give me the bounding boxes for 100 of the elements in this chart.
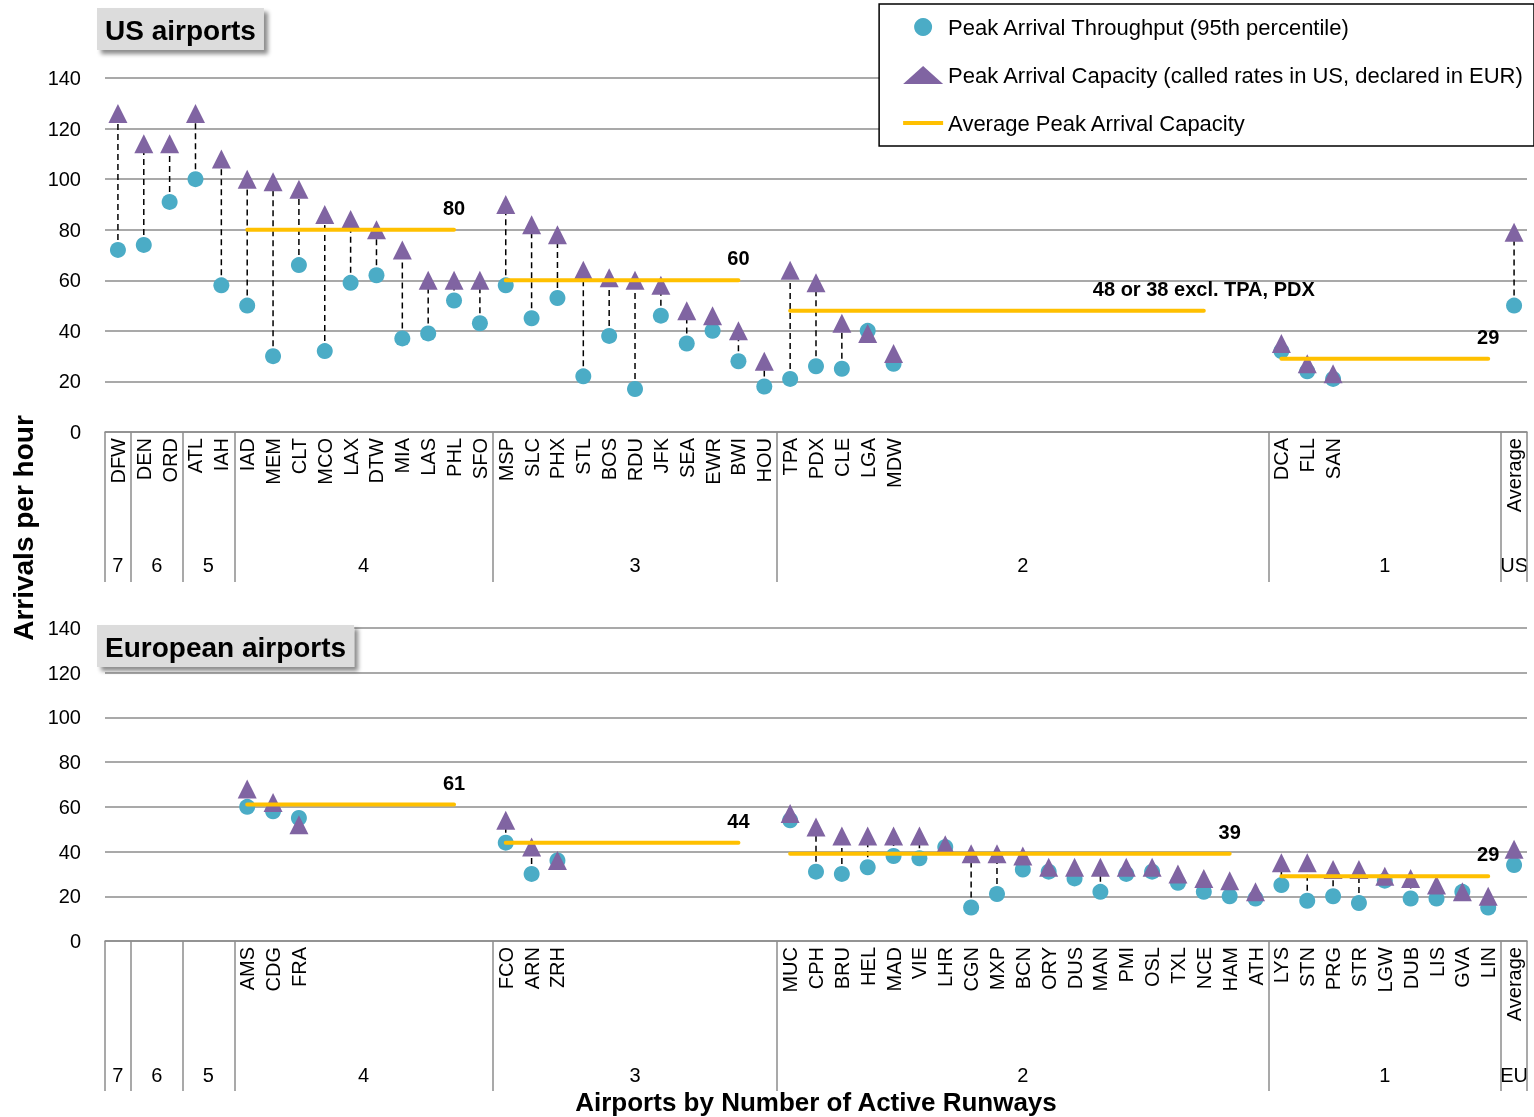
data-label: 44	[727, 809, 751, 832]
y-tick-label: 0	[69, 930, 81, 952]
data-label: 48 or 38 excl. TPA, PDX	[1092, 277, 1316, 300]
data-label: 29	[1477, 325, 1500, 348]
x-tick-label: SFO	[468, 438, 491, 480]
x-tick-label: LAX	[339, 438, 362, 476]
x-tick-label: MUC	[779, 947, 802, 993]
x-tick-label: LGA	[856, 437, 879, 479]
x-tick-label: ATH	[1244, 947, 1267, 986]
x-tick-label: RDU	[624, 438, 647, 482]
x-tick-label: PRG	[1322, 947, 1345, 991]
x-tick-label: MIA	[391, 437, 414, 474]
x-tick-label: SEA	[675, 437, 698, 479]
text: 2	[1017, 1064, 1029, 1086]
x-tick-label: DTW	[365, 437, 388, 484]
x-tick-label: ORY	[1037, 947, 1060, 990]
x-tick-label: BOS	[598, 438, 621, 481]
x-tick-label: FRA	[287, 946, 310, 987]
y-tick-label: 40	[58, 840, 81, 863]
data-label: 39	[1218, 820, 1241, 843]
data-label: 60	[727, 247, 750, 270]
x-tick-label: DUS	[1063, 947, 1086, 990]
x-tick-label: CDG	[262, 947, 285, 992]
y-tick-label: 40	[58, 319, 81, 342]
x-tick-label: CGN	[960, 947, 983, 992]
text: 4	[357, 554, 370, 576]
x-tick-label: DEN	[132, 438, 155, 481]
data-label: 80	[442, 196, 466, 219]
text: 1	[1379, 554, 1391, 576]
x-tick-label: STL	[572, 438, 595, 475]
x-tick-label: HAM	[1218, 947, 1241, 992]
x-tick-label: TXL	[1166, 947, 1189, 984]
x-tick-label: HOU	[753, 438, 776, 483]
y-tick-label: 0	[69, 421, 81, 443]
x-tick-label: IAH	[210, 438, 233, 472]
text: 3	[629, 1064, 641, 1086]
text: 6	[151, 554, 163, 576]
x-tick-label: ORD	[158, 438, 181, 483]
text: EU	[1500, 1064, 1528, 1086]
data-label: 61	[442, 771, 466, 794]
x-tick-label: STR	[1347, 947, 1370, 987]
x-tick-label: PHL	[443, 438, 466, 477]
x-axis-title: Airports by Number of Active Runways	[575, 1087, 1057, 1117]
y-tick-label: 140	[47, 617, 81, 639]
x-tick-label: LAS	[417, 438, 440, 476]
x-tick-label: LHR	[934, 947, 957, 988]
legend-label: Peak Arrival Throughput (95th percentile)	[948, 14, 1349, 40]
data-label: 29	[1477, 843, 1500, 866]
y-tick-label: 20	[58, 370, 81, 393]
text: 7	[112, 554, 124, 576]
x-tick-label: SLC	[520, 438, 543, 477]
x-tick-label: MAD	[882, 947, 905, 992]
x-tick-label: DUB	[1399, 947, 1422, 990]
x-tick-label: ARN	[520, 947, 543, 990]
x-tick-label: FLL	[1296, 438, 1319, 473]
x-tick-label: HEL	[856, 947, 879, 986]
y-tick-label: 60	[58, 795, 81, 818]
legend-label: Peak Arrival Capacity (called rates in US, declared in EUR)	[948, 62, 1523, 88]
y-tick-label: 120	[47, 117, 81, 140]
text: 7	[112, 1064, 124, 1086]
text: 2	[1017, 554, 1029, 576]
text: 6	[151, 1064, 163, 1086]
x-tick-label: Average	[1503, 947, 1526, 1022]
y-tick-label: 80	[58, 751, 81, 774]
y-tick-label: 80	[58, 218, 81, 241]
x-tick-label: Average	[1503, 438, 1526, 513]
x-tick-label: JFK	[649, 437, 672, 474]
x-tick-label: CLE	[830, 438, 853, 477]
text: 4	[357, 1064, 370, 1086]
x-tick-label: SAN	[1322, 438, 1345, 480]
x-tick-label: MDW	[882, 437, 905, 488]
chart-title: US airports	[105, 14, 256, 46]
x-tick-label: GVA	[1451, 946, 1474, 988]
y-tick-label: 60	[58, 269, 81, 292]
y-tick-label: 100	[47, 706, 81, 729]
x-tick-label: NCE	[1192, 947, 1215, 990]
x-tick-label: DCA	[1270, 437, 1293, 481]
x-tick-label: EWR	[701, 438, 724, 485]
text: 5	[202, 554, 214, 576]
text: 3	[629, 554, 641, 576]
x-tick-label: ZRH	[546, 947, 569, 989]
y-axis-title: Arrivals per hour	[8, 415, 40, 641]
chart-title: European airports	[105, 631, 347, 663]
x-tick-label: IAD	[236, 438, 259, 472]
x-tick-label: FCO	[494, 947, 517, 990]
y-tick-label: 100	[47, 168, 81, 191]
x-tick-label: STN	[1296, 947, 1319, 987]
x-tick-label: MSP	[494, 438, 517, 482]
x-tick-label: CLT	[287, 438, 310, 475]
x-tick-label: MAN	[1089, 947, 1112, 992]
x-tick-label: PMI	[1115, 947, 1138, 983]
x-tick-label: MEM	[262, 438, 285, 485]
x-tick-label: BRU	[830, 947, 853, 990]
x-tick-label: PHX	[546, 438, 569, 480]
x-tick-label: MXP	[985, 947, 1008, 991]
x-tick-label: TPA	[779, 437, 802, 476]
x-tick-label: OSL	[1141, 947, 1164, 988]
x-tick-label: BCN	[1011, 947, 1034, 990]
x-tick-label: PDX	[805, 438, 827, 480]
legend-label: Average Peak Arrival Capacity	[948, 110, 1245, 136]
